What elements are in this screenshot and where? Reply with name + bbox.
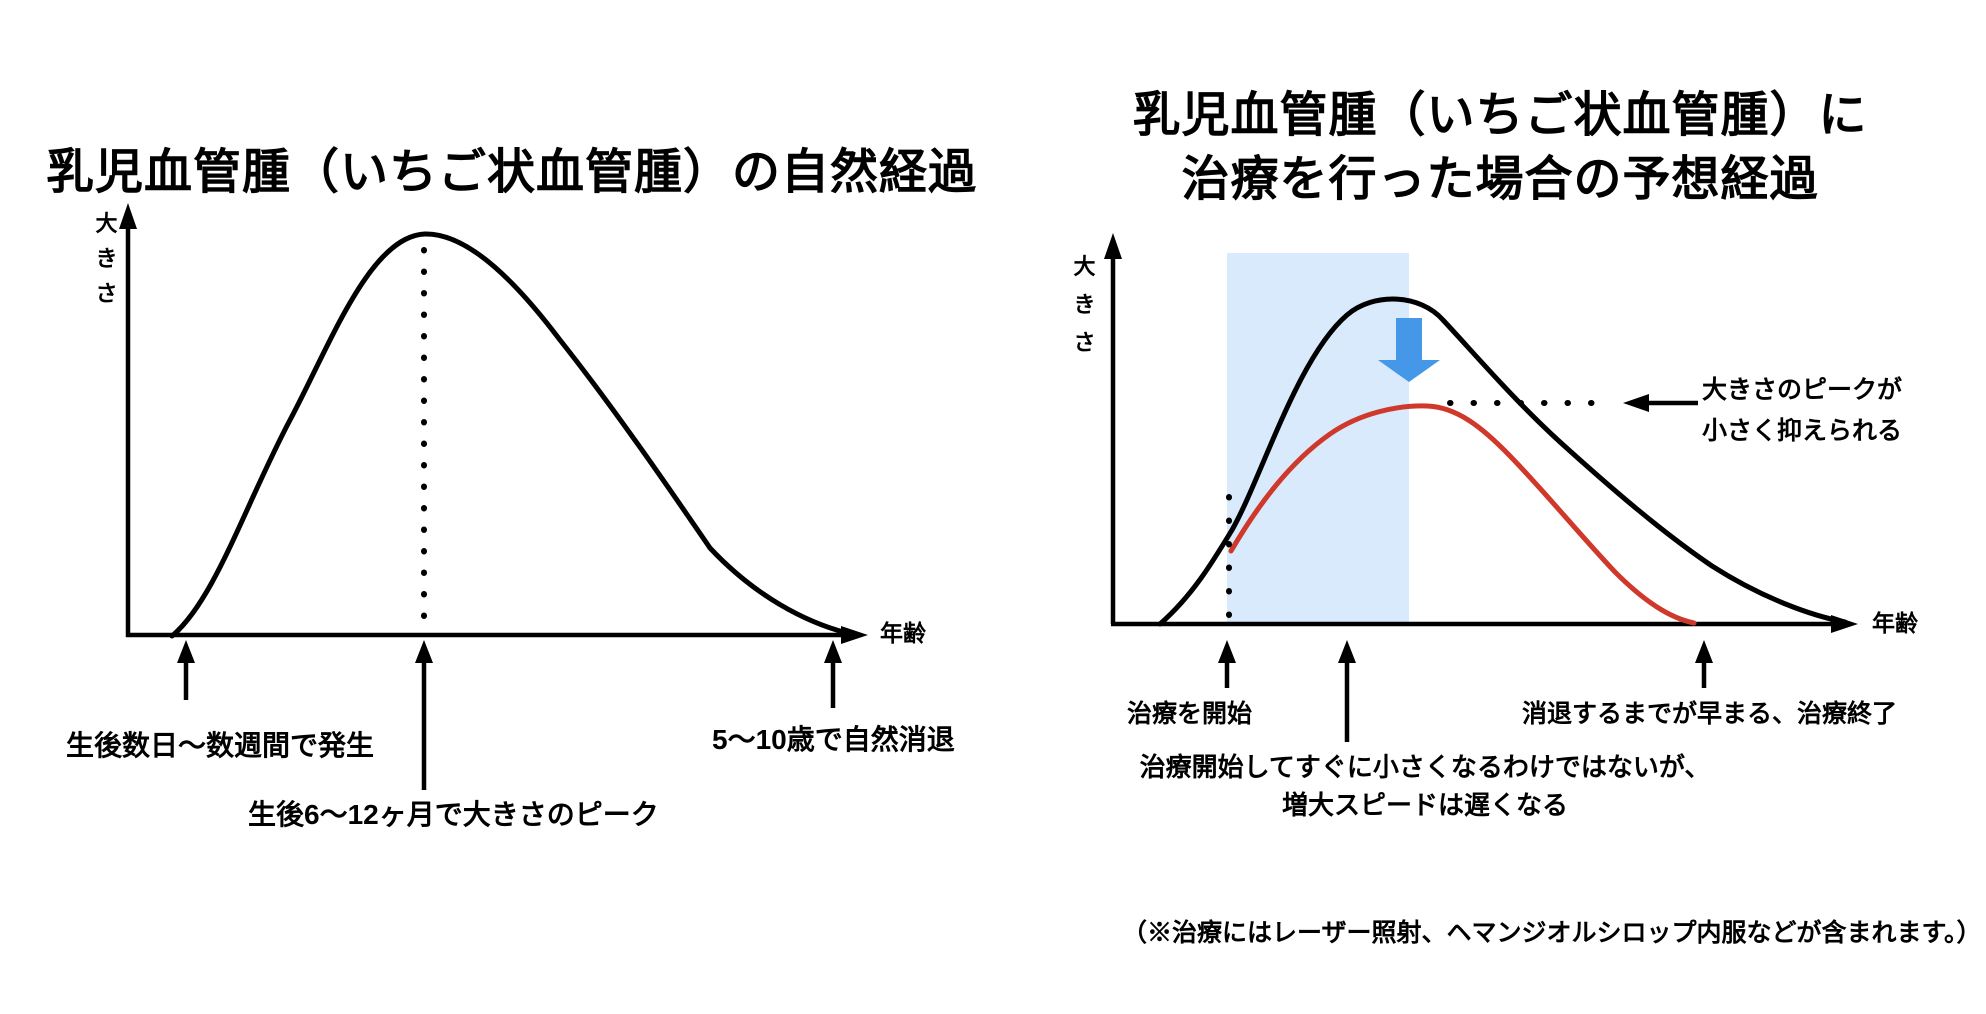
suppressed-peak-pointer-arrow-icon [1623,394,1698,412]
regression-faster-annotation: 消退するまでが早まる、治療終了 [1522,700,1898,728]
growth-slower-arrow-icon [1338,640,1356,742]
treatment-end-arrow-icon [1695,640,1713,688]
right-chart-title-line2: 治療を行った場合の予想経過 [1181,152,1819,206]
right-y-axis-arrow-icon [1104,233,1122,259]
treatment-start-annotation: 治療を開始 [1127,700,1253,728]
right-y-axis-label: 大きさ [1073,254,1096,355]
suppressed-peak-annotation-line1: 大きさのピークが [1702,376,1903,404]
left-x-axis-arrow-icon [841,626,868,644]
left-chart-title: 乳児血管腫（いちご状血管腫）の自然経過 [46,146,978,199]
left-natural-course-curve [169,231,850,639]
peak-suppression-down-arrow-icon [1378,318,1440,382]
suppressed-peak-annotation-line2: 小さく抑えられる [1702,417,1903,446]
treatment-period-band [1227,253,1409,624]
treatment-footnote: （※治療にはレーザー照射、ヘマンジオルシロップ内服などが含まれます。） [1122,919,1982,947]
growth-slower-annotation: 治療開始してすぐに小さくなるわけではないが、 増大スピードは遅くなる [1135,749,1715,824]
left-onset-arrow-icon [177,640,195,700]
left-x-axis-label: 年齢 [880,620,926,646]
left-regression-arrow-icon [824,640,842,708]
right-natural-course-curve [1157,296,1848,627]
right-x-axis-label: 年齢 [1872,610,1918,636]
right-chart-title: 乳児血管腫（いちご状血管腫）に 治療を行った場合の予想経過 [1105,84,1895,212]
growth-slower-annotation-line1: 治療開始してすぐに小さくなるわけではないが、 [1139,752,1711,782]
treated-course-curve [1228,403,1697,626]
left-peak-annotation: 生後6〜12ヶ月で大きさのピーク [248,799,659,830]
treatment-start-arrow-icon [1218,640,1236,688]
left-peak-arrow-icon [415,640,433,790]
suppressed-peak-annotation: 大きさのピークが 小さく抑えられる [1702,370,1902,453]
right-treated-course-chart [1104,233,1858,742]
right-chart-title-line1: 乳児血管腫（いちご状血管腫）に [1132,89,1868,142]
left-regression-annotation: 5〜10歳で自然消退 [712,724,955,755]
left-y-axis-label: 大きさ [95,211,118,307]
growth-slower-annotation-line2: 増大スピードは遅くなる [1281,789,1568,820]
left-onset-annotation: 生後数日〜数週間で発生 [66,730,375,761]
left-y-axis-arrow-icon [119,203,137,229]
left-natural-course-chart [119,203,868,790]
